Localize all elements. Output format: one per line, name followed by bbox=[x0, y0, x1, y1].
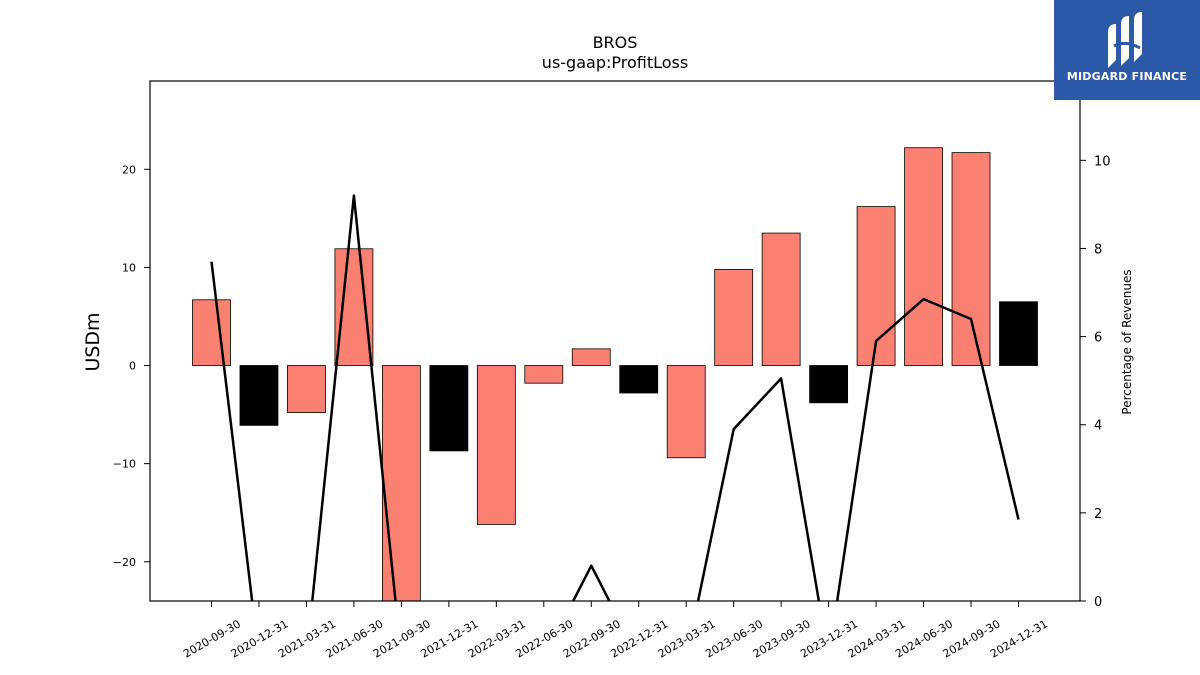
plot-frame bbox=[149, 80, 1081, 602]
y-tick-label: 20 bbox=[122, 163, 136, 176]
bar bbox=[619, 365, 659, 394]
bar bbox=[381, 365, 421, 601]
bar bbox=[809, 365, 849, 404]
y-tick-label: 0 bbox=[129, 360, 136, 373]
bar bbox=[287, 365, 326, 414]
y2-tick-label: 8 bbox=[1094, 242, 1102, 257]
y2-tick-label: 2 bbox=[1094, 507, 1102, 522]
bar bbox=[761, 232, 801, 366]
bar bbox=[334, 248, 374, 366]
y2-axis-label: Percentage of Revenues bbox=[1120, 269, 1134, 414]
plot-area: −20−100102002468102020-09-302020-12-3120… bbox=[113, 80, 1111, 661]
bar bbox=[951, 152, 991, 366]
bar bbox=[904, 147, 943, 366]
y2-tick-label: 6 bbox=[1094, 331, 1102, 346]
percentage-line bbox=[210, 194, 1020, 601]
y-tick-label: 10 bbox=[122, 261, 136, 274]
midgard-finance-logo: MIDGARD FINANCE bbox=[1054, 0, 1200, 100]
y-tick-label: −10 bbox=[113, 458, 136, 471]
y2-tick-label: 4 bbox=[1094, 419, 1102, 434]
logo-text: MIDGARD FINANCE bbox=[1066, 70, 1188, 83]
bar bbox=[571, 348, 611, 366]
chart-title: BROS bbox=[593, 33, 638, 52]
bar bbox=[999, 301, 1038, 366]
bar bbox=[476, 365, 516, 525]
bar bbox=[856, 206, 896, 366]
bar bbox=[714, 268, 754, 366]
bar bbox=[666, 365, 706, 459]
bar bbox=[524, 365, 564, 384]
y-axis-label: USDm bbox=[82, 312, 104, 371]
chart-subtitle: us-gaap:ProfitLoss bbox=[542, 53, 688, 72]
y-tick-label: −20 bbox=[113, 556, 136, 569]
y2-tick-label: 0 bbox=[1094, 595, 1102, 610]
y2-tick-label: 10 bbox=[1094, 154, 1111, 169]
midgard-logo-icon bbox=[1108, 12, 1142, 68]
bar bbox=[429, 365, 469, 452]
bar bbox=[192, 299, 231, 366]
bar bbox=[239, 365, 279, 426]
